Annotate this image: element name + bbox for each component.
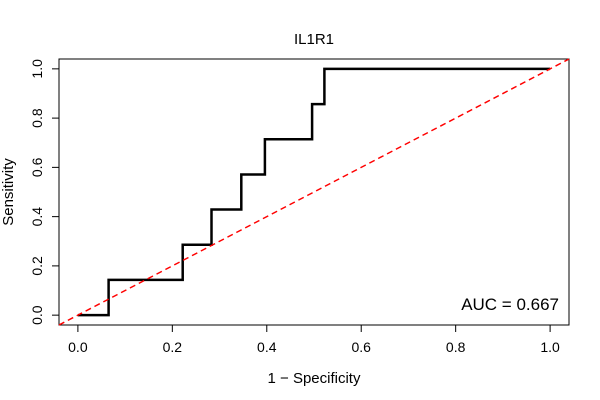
y-tick-label: 0.6 [29,157,45,177]
y-tick-label: 0.8 [29,108,45,128]
roc-curve-line [77,67,551,317]
y-axis-title: Sensitivity [0,158,17,226]
series-layer [58,58,570,326]
x-tick-label: 0.0 [68,339,88,355]
reference-diagonal-line [58,58,570,326]
x-tick-label: 0.8 [446,339,466,355]
y-tick-label: 0.4 [29,207,45,227]
y-axis: 0.0 0.2 0.4 0.6 0.8 1.0 [29,59,60,325]
chart-title: IL1R1 [294,31,334,48]
x-axis-title: 1 − Specificity [268,370,361,387]
y-tick-label: 0.2 [29,256,45,276]
x-tick-label: 0.2 [163,339,183,355]
y-tick-label: 1.0 [29,59,45,79]
x-tick-label: 0.4 [257,339,277,355]
x-axis: 0.0 0.2 0.4 0.6 0.8 1.0 [68,324,560,355]
x-tick-label: 0.6 [351,339,371,355]
auc-annotation: AUC = 0.667 [461,295,559,314]
plot-frame [58,58,570,326]
y-tick-label: 0.0 [29,305,45,325]
x-tick-label: 1.0 [540,339,560,355]
